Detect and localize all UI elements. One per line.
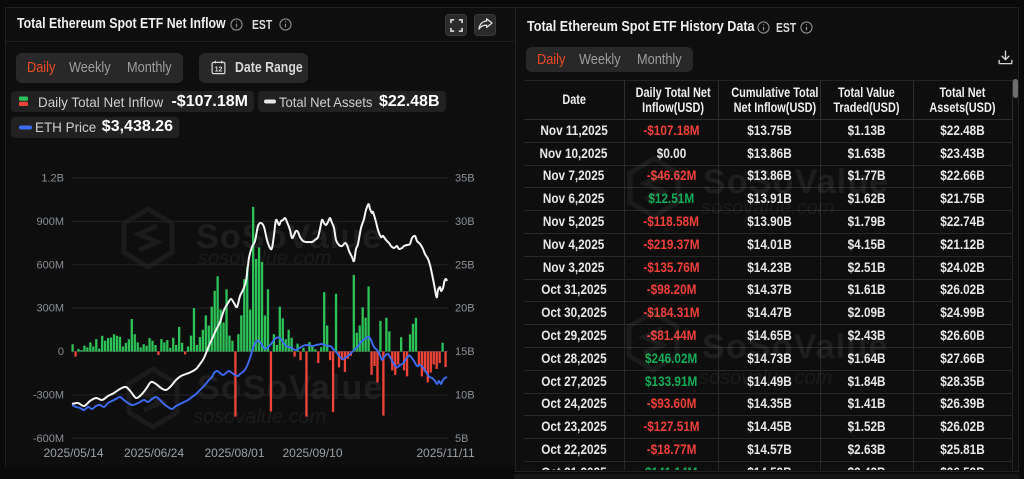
svg-text:5B: 5B: [455, 433, 468, 445]
svg-text:900M: 900M: [36, 216, 64, 228]
svg-text:20B: 20B: [455, 303, 475, 315]
svg-text:25B: 25B: [455, 259, 475, 271]
svg-text:600M: 600M: [36, 259, 64, 271]
svg-text:12: 12: [215, 66, 223, 73]
svg-text:30B: 30B: [455, 216, 475, 228]
svg-text:2025/11/11: 2025/11/11: [416, 446, 475, 460]
svg-text:2025/05/14: 2025/05/14: [43, 446, 103, 460]
svg-text:300M: 300M: [36, 303, 64, 315]
svg-text:35B: 35B: [455, 173, 475, 185]
svg-text:10B: 10B: [455, 389, 475, 401]
svg-text:15B: 15B: [455, 346, 475, 358]
svg-text:2025/06/24: 2025/06/24: [124, 446, 184, 460]
svg-text:2025/08/01: 2025/08/01: [204, 446, 264, 460]
svg-text:SoSoValue: SoSoValue: [197, 369, 384, 407]
svg-text:sosovalue.com: sosovalue.com: [193, 406, 326, 428]
svg-text:0: 0: [58, 346, 64, 358]
svg-text:-300M: -300M: [33, 389, 64, 401]
svg-text:sosovalue.com: sosovalue.com: [198, 248, 331, 270]
svg-text:1.2B: 1.2B: [41, 173, 64, 185]
svg-text:2025/09/10: 2025/09/10: [282, 446, 342, 460]
svg-text:-600M: -600M: [33, 433, 64, 445]
